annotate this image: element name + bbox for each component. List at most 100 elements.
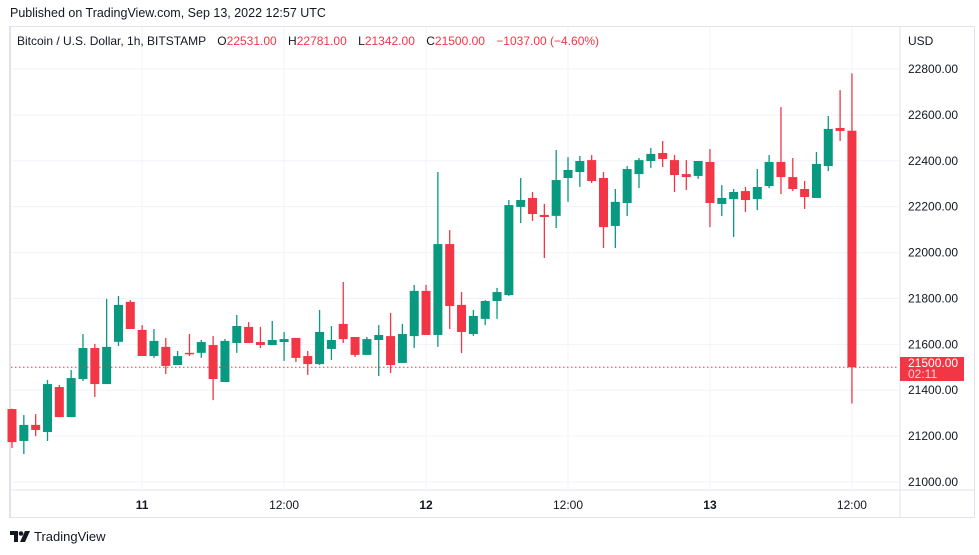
candle-body: [752, 186, 762, 200]
high-value: 22781.00: [296, 34, 347, 48]
candle-down: [184, 334, 194, 357]
price-tick-label: 22600.00: [908, 108, 958, 122]
candle-down: [161, 337, 171, 374]
candle-down: [7, 408, 17, 449]
candle-body: [102, 346, 112, 385]
candle-up: [811, 152, 821, 198]
candle-body: [362, 339, 372, 355]
grid-lines: [11, 27, 975, 517]
candle-body: [66, 378, 76, 418]
candle-body: [220, 340, 230, 382]
candle-down: [705, 149, 715, 228]
candle-up: [764, 155, 774, 189]
candle-down: [90, 343, 100, 397]
candle-body: [705, 161, 715, 204]
low-value: 21342.00: [364, 34, 415, 48]
candle-body: [528, 197, 538, 215]
candle-up: [693, 161, 703, 179]
logo-text: TradingView: [34, 529, 106, 544]
candle-up: [374, 325, 384, 377]
published-caption: Published on TradingView.com, Sep 13, 20…: [10, 6, 326, 20]
candle-down: [457, 292, 467, 354]
time-tick-label: 12: [419, 498, 433, 512]
candle-up: [78, 334, 88, 382]
last-price-value: 21500.00: [908, 356, 959, 371]
candle-body: [599, 177, 608, 228]
price-tick-label: 21000.00: [908, 475, 958, 489]
price-tick-label: 21600.00: [908, 337, 958, 351]
candle-up: [516, 177, 526, 223]
change-value: −1037.00 (−4.60%): [496, 34, 600, 48]
candle-up: [315, 309, 325, 366]
candle-body: [823, 128, 833, 167]
price-tick-label: 21400.00: [908, 383, 958, 397]
time-tick-label: 13: [703, 498, 717, 512]
candle-body: [563, 169, 573, 178]
candle-down: [303, 351, 313, 375]
candle-body: [669, 160, 679, 176]
candle-up: [19, 415, 29, 455]
candle-body: [208, 345, 218, 380]
time-tick-label: 12:00: [553, 498, 583, 512]
time-axis-labels: 11 12:00 12 12:00 13 12:00: [136, 498, 867, 512]
candle-body: [78, 348, 88, 380]
candle-body: [764, 161, 774, 187]
candle-down: [599, 172, 608, 248]
candle-body: [634, 160, 644, 175]
candle-body: [587, 160, 597, 181]
candle-down: [587, 155, 597, 184]
candle-body: [492, 292, 502, 301]
candle-down: [847, 73, 857, 404]
candle-up: [823, 116, 833, 172]
candle-up: [173, 351, 183, 366]
candle-body: [575, 161, 585, 173]
candle-up: [433, 172, 443, 347]
candle-body: [338, 323, 348, 340]
candle-up: [468, 309, 478, 336]
candle-body: [90, 348, 100, 385]
chart-frame: [9, 26, 975, 518]
symbol-title: Bitcoin / U.S. Dollar, 1h, BITSTAMP: [17, 34, 206, 48]
candle-up: [220, 339, 230, 382]
candle-up: [752, 169, 762, 211]
high-key: H: [288, 34, 297, 48]
price-tick-label: 21800.00: [908, 291, 958, 305]
candle-down: [539, 203, 549, 259]
currency-label[interactable]: USD: [908, 34, 934, 48]
candle-body: [610, 201, 620, 226]
price-tick-label: 22000.00: [908, 246, 958, 260]
price-axis-labels: 21000.00 21200.00 21400.00 21600.00 21800.00…: [908, 62, 958, 489]
candle-down: [740, 186, 750, 212]
candle-body: [315, 331, 325, 365]
open-value: 22531.00: [226, 34, 277, 48]
candle-body: [539, 214, 549, 218]
candle-body: [386, 336, 396, 366]
candle-down: [776, 107, 786, 195]
candle-up: [492, 287, 502, 319]
tradingview-logo[interactable]: TradingView: [10, 529, 106, 544]
time-tick-label: 11: [136, 498, 149, 512]
time-tick-label: 12:00: [269, 498, 299, 512]
price-tick-label: 21200.00: [908, 429, 958, 443]
close-key: C: [426, 34, 435, 48]
open-key: O: [217, 34, 227, 48]
candle-up: [634, 158, 644, 189]
candle-body: [279, 339, 289, 343]
candle-up: [575, 155, 585, 187]
candle-up: [196, 339, 206, 358]
candle-body: [693, 161, 703, 176]
close-value: 21500.00: [434, 34, 485, 48]
candle-up: [504, 200, 514, 296]
candle-body: [196, 342, 206, 353]
candle-body: [19, 424, 29, 441]
candle-down: [338, 281, 348, 343]
candle-down: [800, 180, 810, 209]
candle-up: [42, 379, 52, 441]
candle-body: [7, 409, 17, 443]
candle-body: [409, 290, 419, 337]
candle-down: [669, 155, 679, 192]
candle-up: [409, 284, 419, 349]
candle-down: [54, 384, 64, 418]
candle-up: [622, 166, 632, 217]
